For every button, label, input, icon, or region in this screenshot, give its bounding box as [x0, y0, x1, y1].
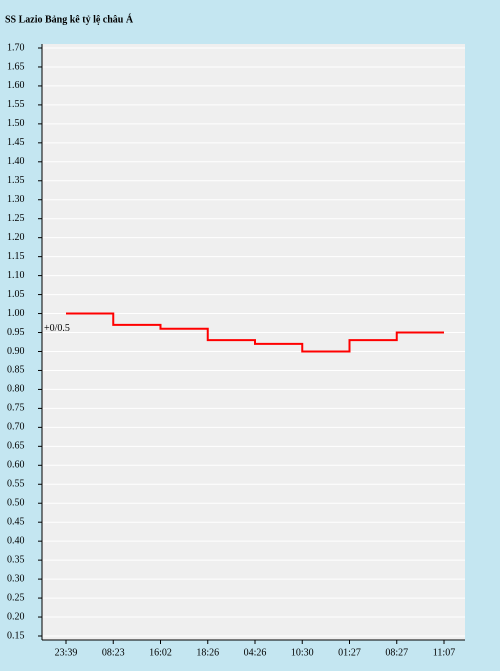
y-tick-label: 1.15	[7, 251, 25, 262]
step-line	[66, 312, 444, 353]
y-tick-label: 0.95	[7, 327, 25, 338]
y-tick-label: 0.45	[7, 516, 25, 527]
y-tick-label: 0.65	[7, 441, 25, 452]
y-tick-label: 0.90	[7, 346, 25, 357]
y-tick-label: 1.60	[7, 80, 25, 91]
y-tick-label: 1.10	[7, 270, 25, 281]
x-tick-label: 10:30	[291, 647, 314, 658]
y-tick-label: 0.20	[7, 611, 25, 622]
x-tick-label: 08:27	[385, 647, 408, 658]
y-tick-label: 0.25	[7, 592, 25, 603]
y-tick-label: 0.60	[7, 460, 25, 471]
y-tick-label: 0.80	[7, 384, 25, 395]
y-tick-label: 1.45	[7, 137, 25, 148]
y-tick-label: 1.50	[7, 118, 25, 129]
y-tick-label: 1.20	[7, 232, 25, 243]
x-tick-label: 01:27	[338, 647, 361, 658]
y-tick-label: 1.05	[7, 289, 25, 300]
y-tick-label: 0.15	[7, 630, 25, 641]
series-label: +0/0.5	[44, 323, 70, 334]
x-tick-label: 08:23	[102, 647, 125, 658]
plot-area	[42, 44, 465, 640]
x-tick-label: 04:26	[244, 647, 267, 658]
y-tick-label: 1.40	[7, 156, 25, 167]
y-tick-label: 0.55	[7, 479, 25, 490]
y-tick-label: 0.35	[7, 554, 25, 565]
y-tick-label: 1.70	[7, 42, 25, 53]
x-tick-label: 16:02	[149, 647, 172, 658]
y-tick-label: 1.65	[7, 61, 25, 72]
y-tick-label: 0.85	[7, 365, 25, 376]
y-tick-label: 0.70	[7, 422, 25, 433]
y-tick-label: 1.35	[7, 175, 25, 186]
y-tick-label: 0.40	[7, 535, 25, 546]
x-tick-label: 18:26	[196, 647, 219, 658]
y-tick-label: 1.00	[7, 308, 25, 319]
y-tick-label: 0.30	[7, 573, 25, 584]
y-tick-label: 0.50	[7, 498, 25, 509]
x-tick-label: 11:07	[433, 647, 455, 658]
y-tick-label: 0.75	[7, 403, 25, 414]
y-tick-label: 1.30	[7, 194, 25, 205]
chart-title: SS Lazio Bảng kê tỷ lệ châu Á	[5, 13, 134, 25]
x-tick-label: 23:39	[55, 647, 78, 658]
y-tick-label: 1.55	[7, 99, 25, 110]
y-tick-label: 1.25	[7, 213, 25, 224]
